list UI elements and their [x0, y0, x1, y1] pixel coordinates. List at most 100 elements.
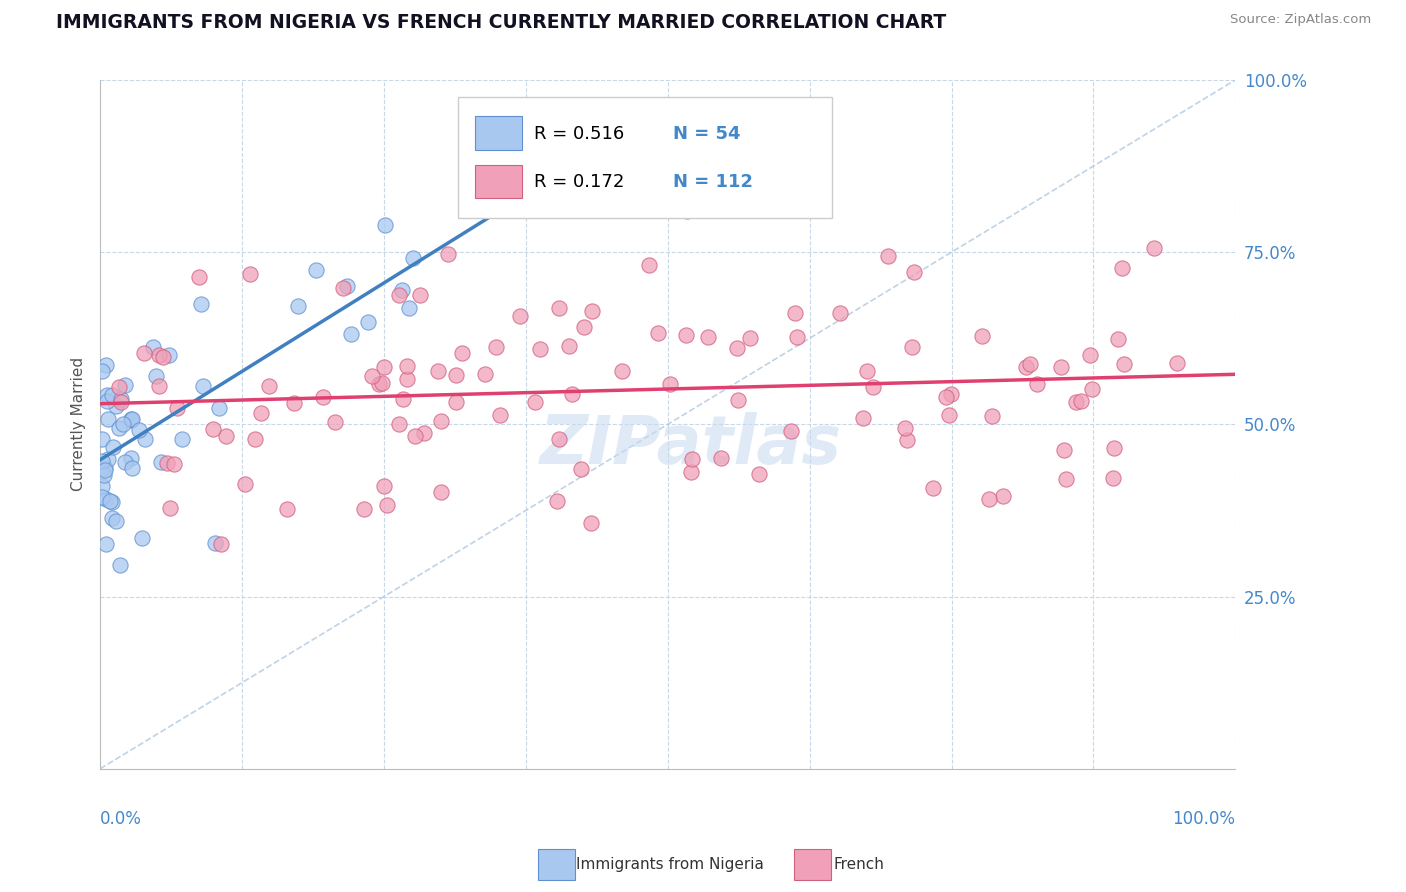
Point	[391, 283, 413, 297]
Point	[725, 342, 748, 356]
Point	[485, 340, 508, 354]
Point	[474, 368, 496, 382]
Point	[748, 467, 770, 482]
Point	[675, 328, 697, 343]
Point	[970, 329, 993, 343]
Point	[98, 494, 121, 508]
Point	[404, 429, 426, 443]
Point	[1102, 442, 1125, 456]
Text: R = 0.172: R = 0.172	[534, 173, 624, 191]
Point	[239, 268, 262, 282]
Point	[209, 537, 232, 551]
Point	[980, 409, 1002, 424]
Point	[429, 414, 451, 428]
Point	[257, 379, 280, 393]
Point	[1025, 377, 1047, 392]
Point	[148, 379, 170, 393]
Point	[204, 535, 226, 549]
Point	[444, 395, 467, 409]
Point	[524, 395, 547, 409]
Point	[91, 453, 114, 467]
Point	[572, 319, 595, 334]
Point	[190, 297, 212, 311]
Point	[1019, 357, 1042, 371]
Point	[408, 288, 430, 302]
Point	[166, 401, 188, 415]
Text: N = 112: N = 112	[673, 173, 754, 191]
Point	[398, 301, 420, 315]
Point	[120, 413, 142, 427]
Point	[91, 490, 114, 504]
Point	[114, 455, 136, 469]
Point	[1101, 471, 1123, 485]
Point	[96, 393, 118, 408]
Text: French: French	[834, 857, 884, 871]
Point	[374, 218, 396, 232]
Point	[939, 386, 962, 401]
Point	[900, 340, 922, 354]
Point	[368, 377, 391, 392]
Point	[396, 359, 419, 373]
Point	[353, 502, 375, 516]
Point	[105, 400, 128, 414]
Point	[93, 468, 115, 483]
Point	[697, 330, 720, 344]
Point	[1070, 393, 1092, 408]
Point	[120, 412, 142, 426]
FancyBboxPatch shape	[458, 97, 832, 218]
Point	[97, 411, 120, 425]
Point	[312, 390, 335, 404]
Point	[896, 434, 918, 448]
Point	[1078, 348, 1101, 362]
Point	[373, 479, 395, 493]
Point	[1050, 360, 1073, 375]
Point	[1064, 395, 1087, 409]
Text: Source: ZipAtlas.com: Source: ZipAtlas.com	[1230, 13, 1371, 27]
Point	[121, 411, 143, 425]
Point	[681, 451, 703, 466]
Point	[561, 387, 583, 401]
Point	[638, 258, 661, 272]
Point	[96, 358, 118, 372]
Point	[114, 378, 136, 392]
Point	[828, 306, 851, 320]
Text: 0.0%: 0.0%	[100, 810, 142, 828]
Point	[993, 489, 1015, 503]
Point	[388, 288, 411, 302]
Point	[786, 329, 808, 343]
Point	[323, 415, 346, 429]
Point	[305, 263, 328, 277]
Point	[679, 465, 702, 479]
Point	[548, 301, 571, 315]
Point	[152, 350, 174, 364]
Point	[157, 348, 180, 362]
Point	[659, 376, 682, 391]
Point	[558, 339, 581, 353]
Point	[332, 280, 354, 294]
Point	[96, 388, 118, 402]
Point	[783, 306, 806, 320]
Point	[128, 423, 150, 437]
Point	[276, 502, 298, 516]
Point	[375, 498, 398, 512]
Point	[579, 516, 602, 530]
Point	[110, 392, 132, 406]
Text: N = 54: N = 54	[673, 125, 741, 143]
Point	[94, 460, 117, 475]
Point	[938, 408, 960, 422]
Point	[446, 368, 468, 383]
Point	[903, 265, 925, 279]
Point	[91, 433, 114, 447]
Point	[392, 392, 415, 406]
Point	[101, 440, 124, 454]
Point	[1143, 241, 1166, 255]
Point	[145, 369, 167, 384]
Point	[104, 514, 127, 528]
Point	[159, 500, 181, 515]
Point	[412, 425, 434, 440]
Point	[647, 326, 669, 340]
Point	[340, 326, 363, 341]
Point	[1112, 357, 1135, 371]
Point	[91, 364, 114, 378]
Point	[208, 401, 231, 415]
